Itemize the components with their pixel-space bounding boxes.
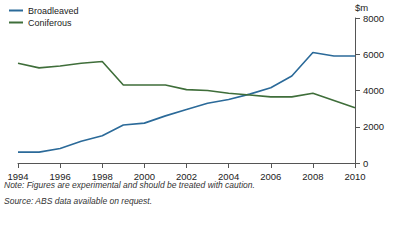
svg-text:Coniferous: Coniferous xyxy=(28,18,72,28)
svg-text:8000: 8000 xyxy=(363,13,384,24)
svg-text:2002: 2002 xyxy=(176,171,197,182)
svg-text:1996: 1996 xyxy=(50,171,71,182)
svg-text:$m: $m xyxy=(355,2,368,13)
svg-text:Source: ABS data available on: Source: ABS data available on request. xyxy=(4,196,152,206)
svg-text:2000: 2000 xyxy=(363,121,384,132)
svg-text:2006: 2006 xyxy=(260,171,281,182)
svg-text:1994: 1994 xyxy=(7,171,28,182)
svg-text:1998: 1998 xyxy=(92,171,113,182)
svg-text:Broadleaved: Broadleaved xyxy=(28,6,79,16)
svg-text:Note: Figures are experimental: Note: Figures are experimental and shoul… xyxy=(4,179,255,190)
svg-text:2010: 2010 xyxy=(344,171,365,182)
svg-text:4000: 4000 xyxy=(363,85,384,96)
svg-text:2000: 2000 xyxy=(134,171,155,182)
svg-text:0: 0 xyxy=(363,158,368,169)
svg-text:2008: 2008 xyxy=(302,171,323,182)
svg-text:6000: 6000 xyxy=(363,49,384,60)
svg-text:2004: 2004 xyxy=(218,171,239,182)
